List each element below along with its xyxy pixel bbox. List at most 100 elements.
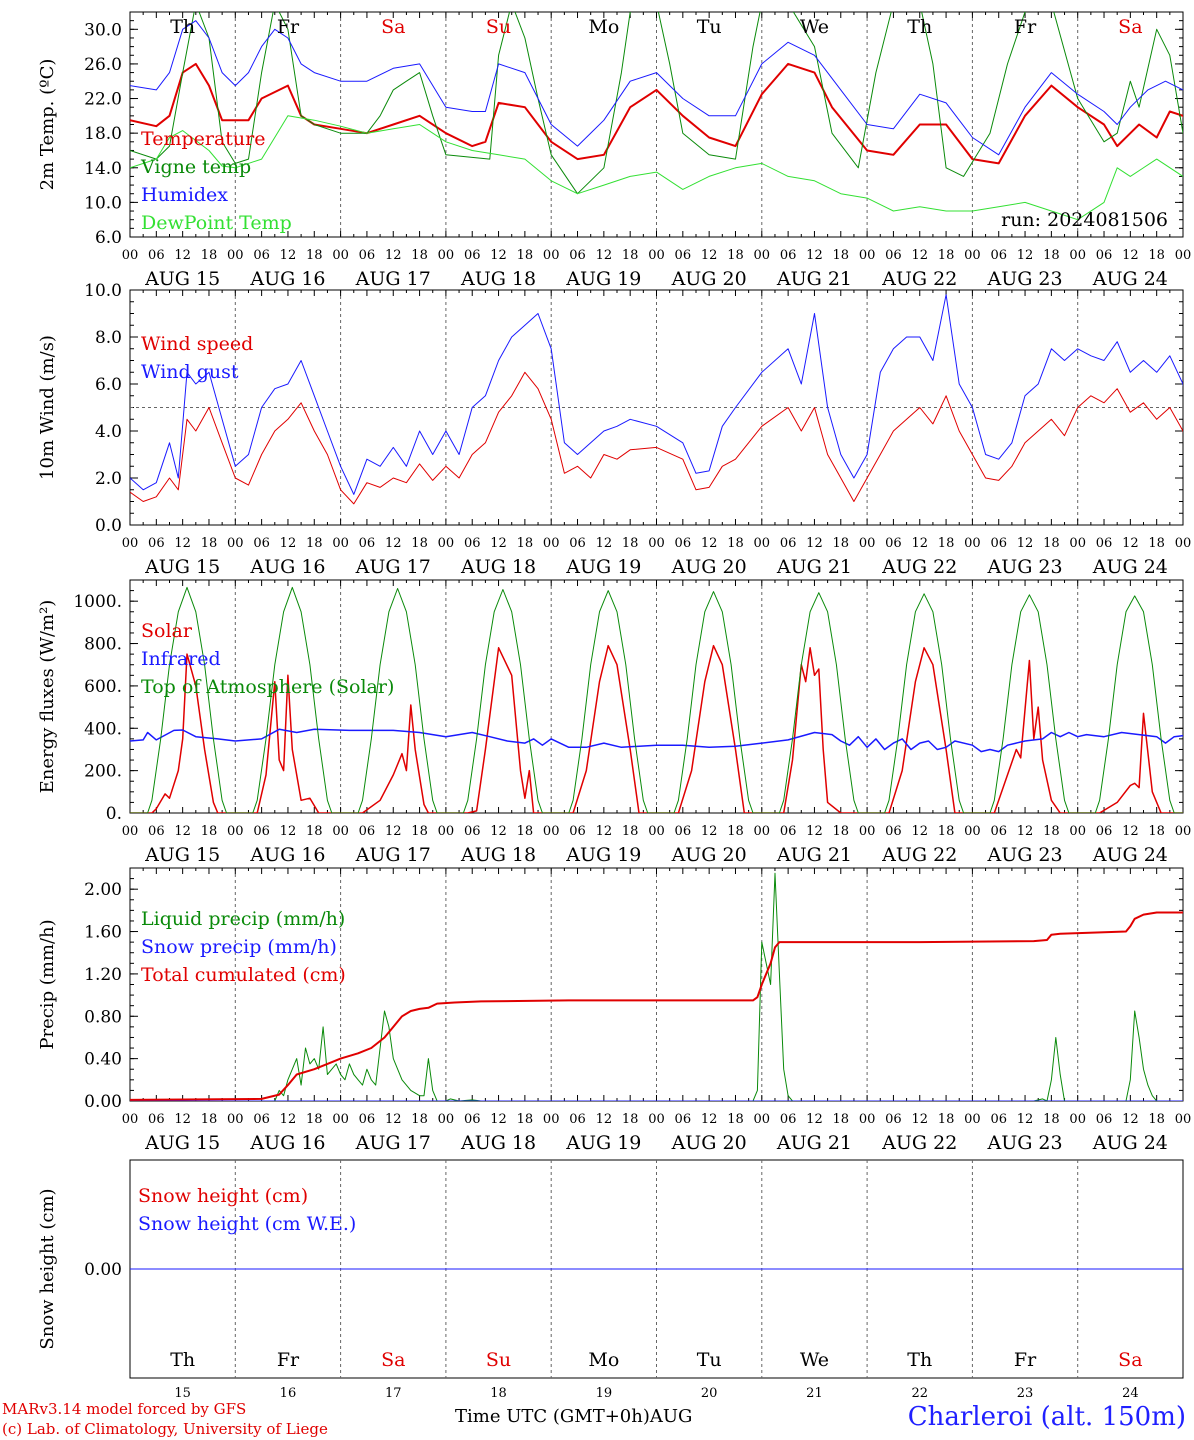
- date-label: AUG 24: [1092, 556, 1168, 578]
- date-label: AUG 16: [249, 844, 325, 866]
- y-tick-label: 18.0: [84, 124, 122, 144]
- hour-tick-label: 06: [464, 536, 481, 551]
- hour-tick-label: 12: [806, 248, 823, 263]
- hour-tick-label: 18: [727, 248, 744, 263]
- hour-tick-label: 00: [1175, 824, 1192, 839]
- hour-tick-label: 18: [517, 1112, 534, 1127]
- date-label: AUG 17: [355, 1132, 431, 1154]
- hour-tick-label: 06: [464, 1112, 481, 1127]
- hour-tick-label: 06: [253, 248, 270, 263]
- hour-tick-label: 12: [1122, 248, 1139, 263]
- weekday-label-top: Fr: [277, 16, 300, 38]
- weekday-label-top: Th: [907, 16, 932, 38]
- y-tick-label: 0.0: [95, 516, 122, 536]
- hour-tick-label: 18: [411, 536, 428, 551]
- weekday-label-top: Fr: [1014, 16, 1037, 38]
- hour-tick-label: 00: [122, 1112, 139, 1127]
- hour-tick-label: 00: [332, 248, 349, 263]
- hour-tick-label: 12: [596, 248, 613, 263]
- hour-tick-label: 06: [885, 536, 902, 551]
- hour-tick-label: 06: [148, 536, 165, 551]
- hour-tick-label: 00: [438, 824, 455, 839]
- y-tick-label: 800.: [84, 635, 122, 655]
- hour-tick-label: 00: [438, 536, 455, 551]
- date-label: AUG 15: [144, 844, 220, 866]
- series-line-wind-gust: [130, 294, 1183, 495]
- hour-tick-label: 00: [1069, 536, 1086, 551]
- hour-tick-label: 00: [1069, 824, 1086, 839]
- hour-tick-label: 18: [833, 1112, 850, 1127]
- y-tick-label: 30.0: [84, 20, 122, 40]
- hour-tick-label: 18: [517, 536, 534, 551]
- hour-tick-label: 00: [859, 248, 876, 263]
- y-axis-label: 2m Temp. (ºC): [37, 59, 58, 191]
- weekday-label-bottom: Fr: [277, 1349, 300, 1371]
- hour-tick-label: 18: [411, 1112, 428, 1127]
- hour-tick-label: 12: [701, 536, 718, 551]
- hour-tick-label: 06: [464, 824, 481, 839]
- hour-tick-label: 12: [596, 824, 613, 839]
- date-label: AUG 17: [355, 268, 431, 290]
- y-axis-label: Snow height (cm): [37, 1188, 58, 1349]
- date-label: AUG 22: [881, 556, 957, 578]
- series-line-top-of-atmosphere-solar: [130, 586, 1183, 813]
- hour-tick-label: 06: [990, 824, 1007, 839]
- hour-tick-label: 18: [727, 824, 744, 839]
- hour-tick-label: 12: [1017, 1112, 1034, 1127]
- day-number-label: 21: [806, 1386, 823, 1401]
- day-number-label: 16: [280, 1386, 297, 1401]
- hour-tick-label: 18: [306, 824, 323, 839]
- hour-tick-label: 06: [780, 248, 797, 263]
- hour-tick-label: 00: [859, 1112, 876, 1127]
- hour-tick-label: 06: [359, 248, 376, 263]
- hour-tick-label: 18: [833, 248, 850, 263]
- wind-panel: 0.0 2.0 4.0 6.0 8.0 10.0 10m Wind (m/s) Wind sp…: [37, 281, 1191, 578]
- hour-tick-label: 06: [569, 1112, 586, 1127]
- hour-tick-label: 12: [701, 824, 718, 839]
- series-line-liquid-precip-mm-h: [130, 872, 1183, 1101]
- hour-tick-label: 18: [306, 536, 323, 551]
- hour-tick-label: 18: [1043, 536, 1060, 551]
- hour-tick-label: 18: [833, 536, 850, 551]
- hour-tick-label: 12: [385, 248, 402, 263]
- hour-tick-label: 12: [911, 1112, 928, 1127]
- hour-tick-label: 18: [833, 824, 850, 839]
- hour-tick-label: 06: [990, 248, 1007, 263]
- y-tick-label: 6.0: [95, 228, 122, 248]
- hour-tick-label: 12: [701, 248, 718, 263]
- date-label: AUG 17: [355, 556, 431, 578]
- hour-tick-label: 00: [227, 824, 244, 839]
- hour-tick-label: 00: [648, 824, 665, 839]
- weekday-label-top: We: [800, 16, 829, 38]
- legend-entry: Temperature: [141, 128, 265, 150]
- date-label: AUG 15: [144, 556, 220, 578]
- y-tick-label: 2.00: [84, 880, 122, 900]
- temperature-panel: 6.0 10.0 14.0 18.0 22.0 26.0 30.0 2m Temp. (ºC)…: [37, 11, 1191, 290]
- day-number-label: 17: [385, 1386, 402, 1401]
- legend-entry: Snow precip (mm/h): [141, 936, 337, 958]
- hour-tick-label: 06: [253, 536, 270, 551]
- date-label: AUG 23: [986, 1132, 1062, 1154]
- hour-tick-label: 12: [174, 248, 191, 263]
- hour-tick-label: 06: [675, 248, 692, 263]
- hour-tick-label: 06: [359, 1112, 376, 1127]
- y-tick-label: 0.40: [84, 1050, 122, 1070]
- hour-tick-label: 12: [490, 536, 507, 551]
- energy-panel: 0. 200. 400. 600. 800. 1000. Energy fluxes (W/…: [37, 579, 1192, 866]
- y-tick-label: 2.0: [95, 469, 122, 489]
- legend-entry: Snow height (cm): [138, 1185, 308, 1207]
- date-label: AUG 24: [1092, 1132, 1168, 1154]
- day-number-label: 22: [911, 1386, 928, 1401]
- run-label: run: 2024081506: [1001, 209, 1168, 231]
- date-label: AUG 21: [776, 1132, 852, 1154]
- date-label: AUG 20: [671, 1132, 747, 1154]
- legend-entry: Top of Atmosphere (Solar): [141, 676, 394, 698]
- hour-tick-label: 00: [438, 248, 455, 263]
- hour-tick-label: 18: [938, 824, 955, 839]
- date-label: AUG 19: [565, 268, 641, 290]
- hour-tick-label: 18: [517, 248, 534, 263]
- hour-tick-label: 06: [990, 536, 1007, 551]
- hour-tick-label: 06: [253, 1112, 270, 1127]
- hour-tick-label: 12: [280, 536, 297, 551]
